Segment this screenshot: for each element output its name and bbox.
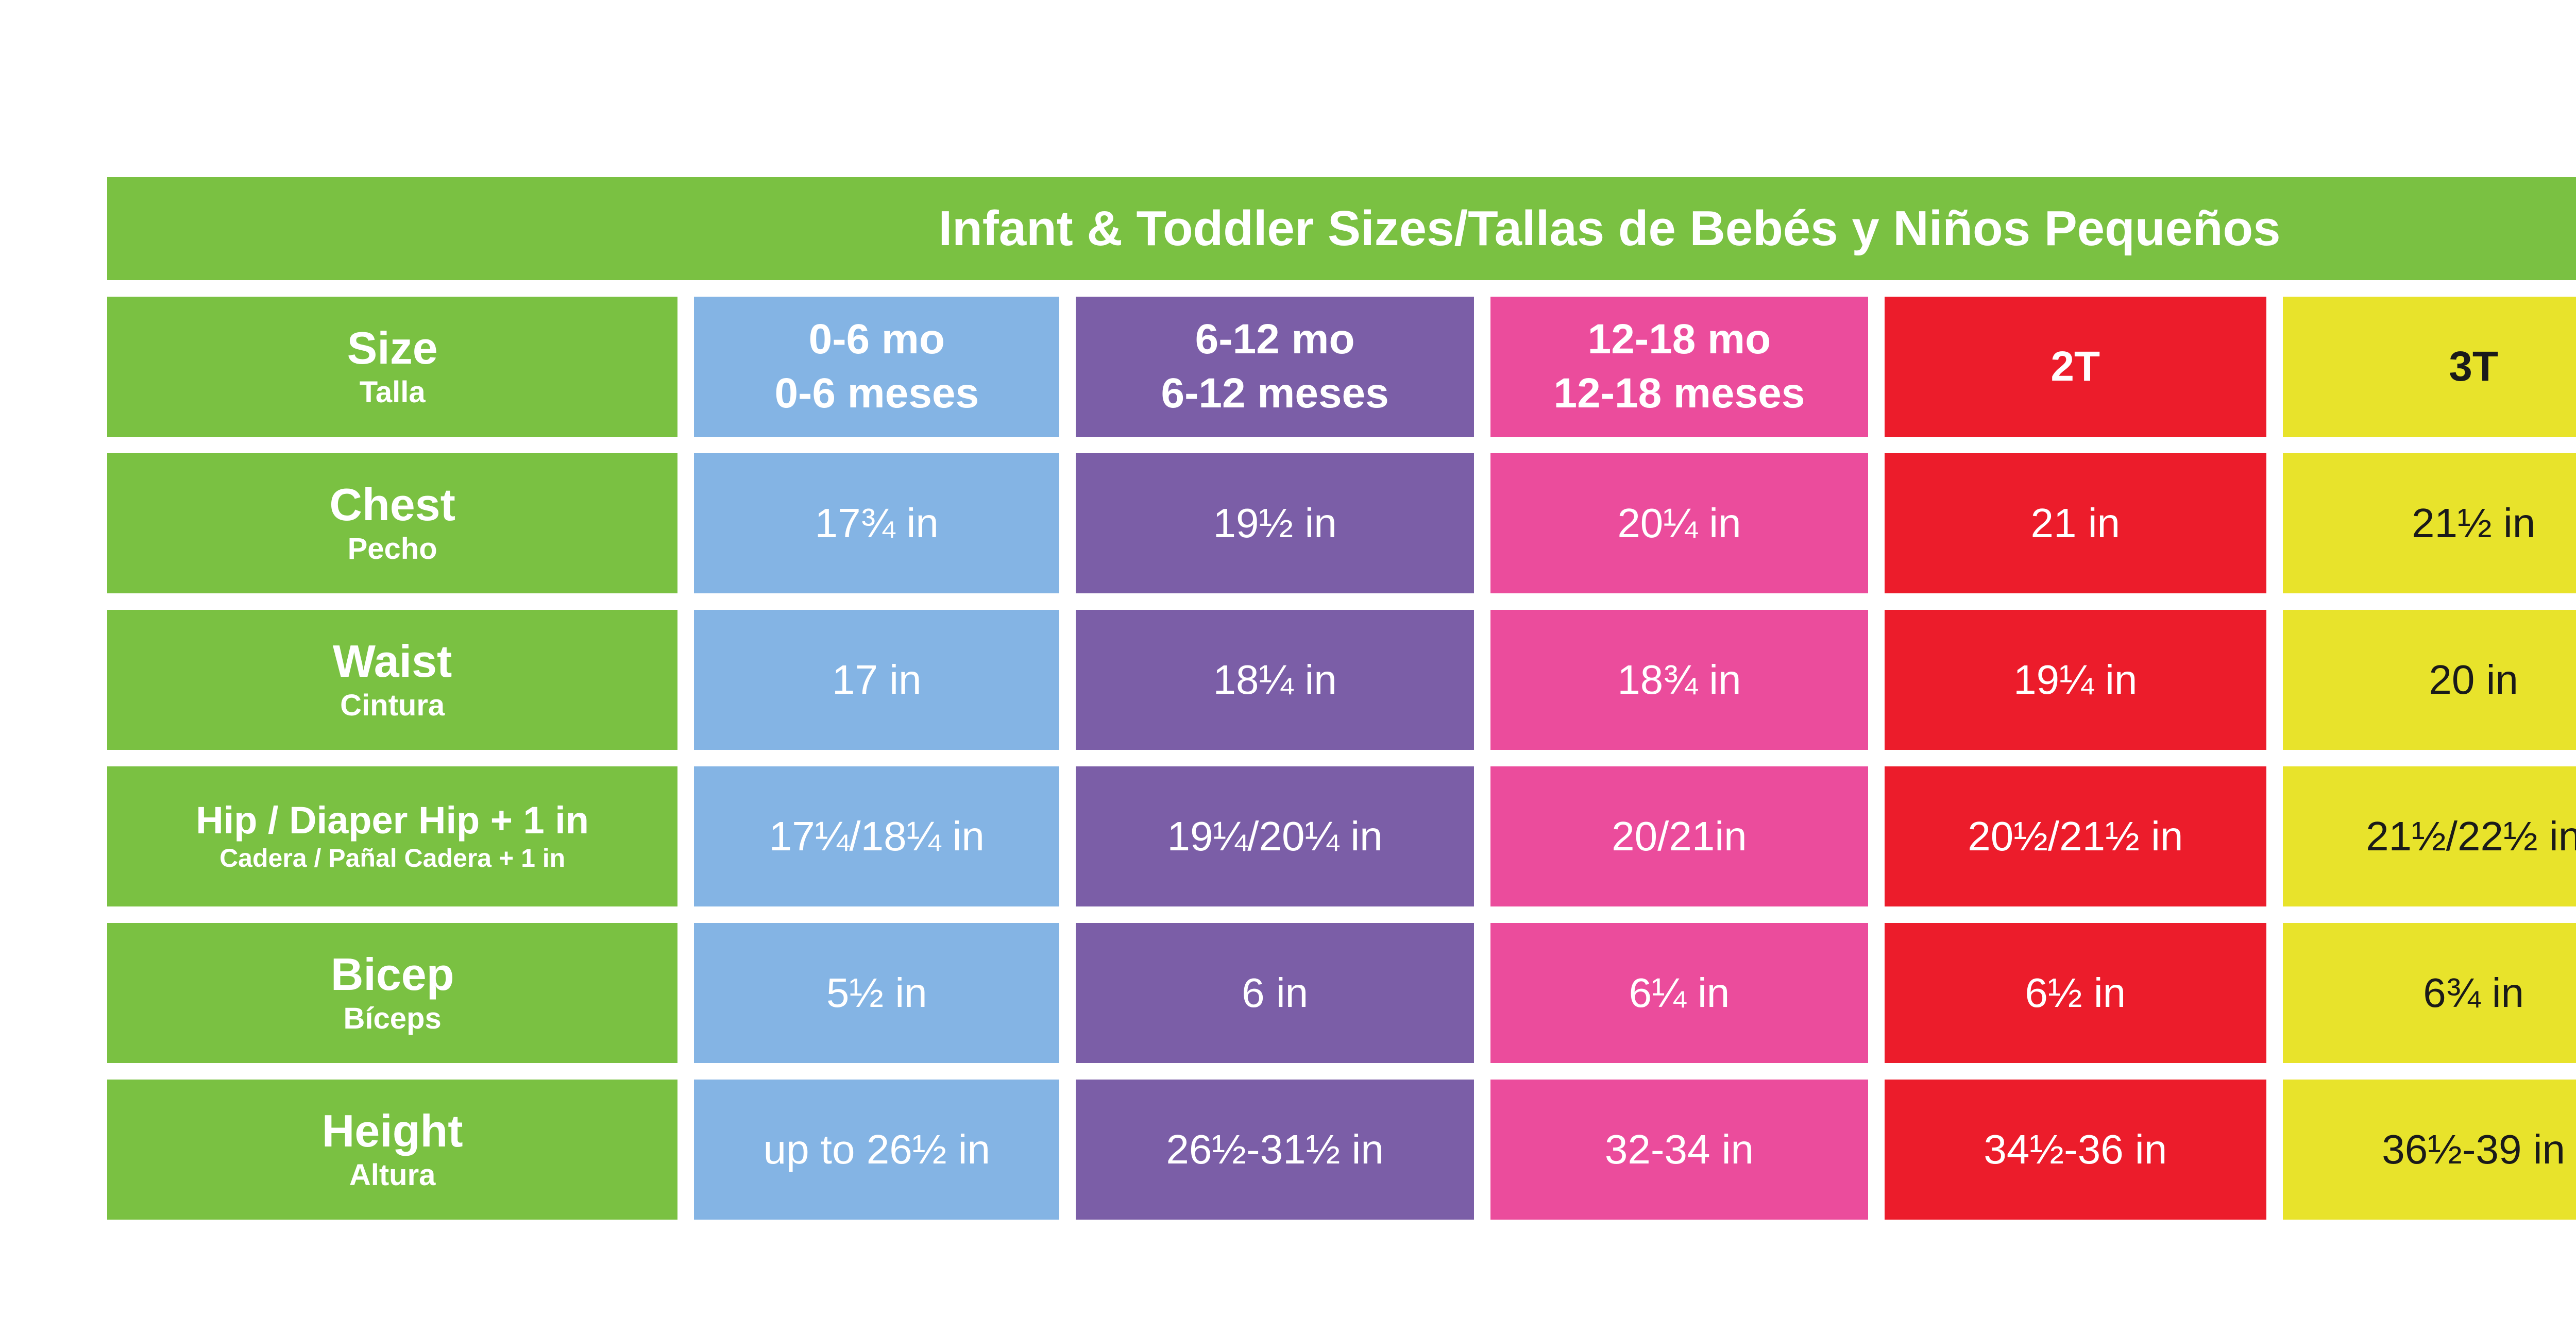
table-cell: 20½/21½ in	[1884, 766, 2266, 906]
row-header-bicep: Bicep Bíceps	[107, 923, 678, 1063]
column-sublabel: 12-18 meses	[1553, 370, 1805, 417]
table-cell: 17¾ in	[694, 453, 1060, 593]
table-cell: 20 in	[2282, 610, 2576, 750]
size-chart: Infant & Toddler Sizes/Tallas de Bebés y…	[107, 177, 2576, 1220]
table-cell: 19¼/20¼ in	[1076, 766, 1474, 906]
row-sublabel: Altura	[349, 1158, 436, 1192]
table-cell: 19¼ in	[1884, 610, 2266, 750]
column-label: 2T	[2050, 343, 2100, 390]
table-cell: 17 in	[694, 610, 1060, 750]
table-cell: up to 26½ in	[694, 1080, 1060, 1220]
row-header-hip: Hip / Diaper Hip + 1 in Cadera / Pañal C…	[107, 766, 678, 906]
row-sublabel: Cintura	[340, 689, 445, 723]
size-table: Size Talla 0-6 mo 0-6 meses 6-12 mo 6-12…	[107, 297, 2576, 1220]
row-label: Height	[321, 1105, 463, 1157]
column-label: 3T	[2449, 343, 2498, 390]
row-sublabel: Cadera / Pañal Cadera + 1 in	[219, 844, 566, 873]
column-header-6-12mo: 6-12 mo 6-12 meses	[1076, 297, 1474, 437]
table-cell: 18¾ in	[1490, 610, 1868, 750]
table-cell: 20/21in	[1490, 766, 1868, 906]
row-header-waist: Waist Cintura	[107, 610, 678, 750]
row-label: Hip / Diaper Hip + 1 in	[196, 799, 589, 842]
row-label: Chest	[329, 479, 455, 530]
column-header-3t: 3T	[2282, 297, 2576, 437]
corner-header-size: Size Talla	[107, 297, 678, 437]
table-cell: 20¼ in	[1490, 453, 1868, 593]
table-cell: 6½ in	[1884, 923, 2266, 1063]
column-sublabel: 0-6 meses	[774, 370, 979, 417]
row-label: Bicep	[330, 949, 454, 1000]
row-sublabel: Bíceps	[343, 1002, 442, 1036]
table-cell: 6¼ in	[1490, 923, 1868, 1063]
column-header-2t: 2T	[1884, 297, 2266, 437]
column-label: 6-12 mo	[1195, 316, 1355, 363]
table-cell: 6¾ in	[2282, 923, 2576, 1063]
table-cell: 17¼/18¼ in	[694, 766, 1060, 906]
table-cell: 32-34 in	[1490, 1080, 1868, 1220]
row-sublabel: Pecho	[347, 532, 437, 566]
row-header-height: Height Altura	[107, 1080, 678, 1220]
corner-label: Size	[347, 322, 438, 374]
table-cell: 21 in	[1884, 453, 2266, 593]
table-cell: 6 in	[1076, 923, 1474, 1063]
table-cell: 5½ in	[694, 923, 1060, 1063]
row-label: Waist	[332, 636, 452, 687]
table-cell: 21½ in	[2282, 453, 2576, 593]
column-header-0-6mo: 0-6 mo 0-6 meses	[694, 297, 1060, 437]
table-cell: 19½ in	[1076, 453, 1474, 593]
column-sublabel: 6-12 meses	[1161, 370, 1389, 417]
table-cell: 34½-36 in	[1884, 1080, 2266, 1220]
column-label: 0-6 mo	[808, 316, 945, 363]
table-cell: 26½-31½ in	[1076, 1080, 1474, 1220]
column-label: 12-18 mo	[1587, 316, 1771, 363]
table-cell: 18¼ in	[1076, 610, 1474, 750]
table-cell: 36½-39 in	[2282, 1080, 2576, 1220]
row-header-chest: Chest Pecho	[107, 453, 678, 593]
table-cell: 21½/22½ in	[2282, 766, 2576, 906]
corner-sublabel: Talla	[359, 375, 426, 409]
table-title-bar: Infant & Toddler Sizes/Tallas de Bebés y…	[107, 177, 2576, 280]
table-title: Infant & Toddler Sizes/Tallas de Bebés y…	[938, 201, 2281, 256]
column-header-12-18mo: 12-18 mo 12-18 meses	[1490, 297, 1868, 437]
